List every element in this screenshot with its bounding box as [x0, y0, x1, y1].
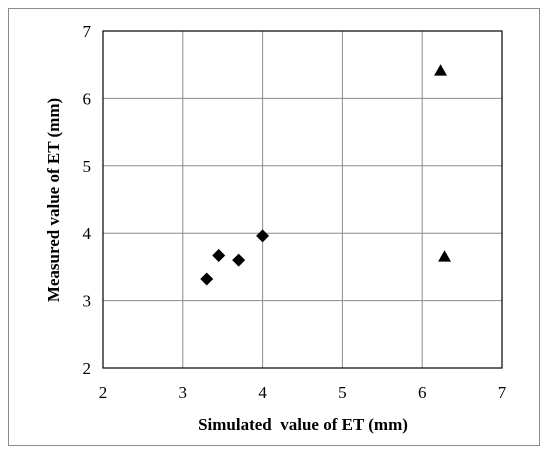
x-tick-labels: 2 3 4 5 6 7	[99, 383, 507, 402]
y-tick-label: 2	[83, 359, 92, 378]
x-axis-title: Simulated value of ET (mm)	[198, 415, 408, 434]
data-points	[200, 64, 452, 286]
x-tick-label: 4	[258, 383, 267, 402]
x-tick-label: 5	[338, 383, 347, 402]
y-axis-title: Measured value of ET (mm)	[44, 98, 63, 302]
chart-frame	[8, 8, 540, 446]
y-tick-labels: 2 3 4 5 6 7	[83, 22, 92, 378]
triangle-point	[438, 250, 452, 262]
y-tick-label: 3	[83, 292, 92, 311]
y-tick-label: 7	[83, 22, 92, 41]
diamond-point	[232, 253, 246, 267]
grid-lines	[102, 30, 503, 369]
x-tick-label: 7	[498, 383, 507, 402]
diamond-point	[212, 248, 226, 262]
y-tick-label: 4	[83, 224, 92, 243]
y-tick-label: 5	[83, 157, 92, 176]
x-tick-label: 3	[179, 383, 188, 402]
plot-area-border	[102, 30, 503, 369]
diamond-point	[200, 272, 214, 286]
triangle-point	[434, 64, 448, 76]
x-tick-label: 2	[99, 383, 108, 402]
diamond-point	[256, 229, 270, 243]
x-tick-label: 6	[418, 383, 427, 402]
y-tick-label: 6	[83, 89, 92, 108]
